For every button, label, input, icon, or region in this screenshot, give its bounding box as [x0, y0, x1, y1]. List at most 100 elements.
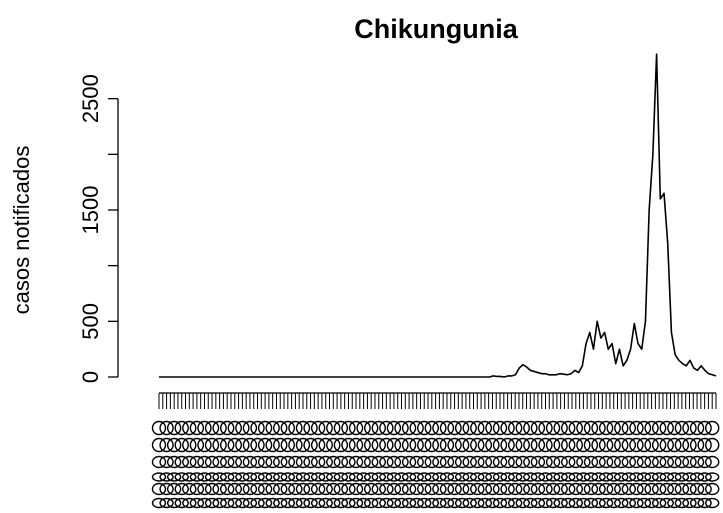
x-tick-label-glyph	[682, 437, 697, 453]
x-tick-label-glyph	[386, 497, 402, 509]
x-tick-label-glyph	[227, 482, 242, 496]
x-tick-label-glyph	[515, 420, 530, 436]
x-tick-label-glyph	[363, 455, 379, 469]
x-tick-label-glyph	[500, 497, 515, 509]
x-tick-label-glyph	[553, 437, 568, 453]
x-tick-label-glyph	[614, 482, 629, 496]
x-tick-label-glyph	[651, 472, 667, 482]
x-tick-label-glyph	[310, 472, 326, 482]
x-tick-label-glyph	[227, 497, 242, 509]
x-tick-label-glyph	[273, 437, 288, 453]
x-tick-label-glyph	[182, 455, 197, 469]
x-tick-label-glyph	[538, 472, 553, 482]
x-tick-label-glyph	[379, 472, 394, 482]
x-tick-label-glyph	[386, 437, 402, 453]
x-tick-label-glyph	[273, 420, 288, 436]
x-tick-label-glyph	[470, 472, 485, 482]
x-tick-label-glyph	[159, 472, 174, 482]
x-tick-label-glyph	[462, 455, 477, 469]
x-tick-label-glyph	[614, 420, 629, 436]
x-tick-label-glyph	[235, 497, 250, 509]
x-tick-label-glyph	[462, 437, 477, 453]
x-tick-label-glyph	[432, 420, 447, 436]
x-tick-label-glyph	[242, 497, 258, 509]
x-tick-label-glyph	[424, 472, 440, 482]
x-tick-label-glyph	[561, 472, 576, 482]
x-tick-label-glyph	[265, 472, 280, 482]
x-tick-label-glyph	[507, 420, 523, 436]
x-tick-label-glyph	[348, 472, 364, 482]
x-tick-label-glyph	[507, 437, 523, 453]
x-tick-label-glyph	[705, 497, 720, 509]
x-tick-label-glyph	[348, 420, 364, 436]
x-tick-label-glyph	[454, 497, 470, 509]
x-tick-label-glyph	[591, 455, 606, 469]
x-tick-label-glyph	[447, 437, 462, 453]
x-tick-label-glyph	[242, 455, 258, 469]
x-tick-label-glyph	[197, 420, 212, 436]
x-tick-label-glyph	[363, 482, 379, 496]
x-tick-label-glyph	[326, 497, 341, 509]
x-tick-label-glyph	[333, 497, 349, 509]
x-tick-label-glyph	[417, 455, 432, 469]
x-tick-label-glyph	[326, 437, 341, 453]
x-tick-label-glyph	[667, 497, 682, 509]
x-tick-label-glyph	[621, 455, 637, 469]
x-tick-label-glyph	[500, 455, 515, 469]
x-tick-label-glyph	[591, 437, 606, 453]
x-tick-label-glyph	[606, 455, 621, 469]
x-tick-label-glyph	[629, 420, 644, 436]
x-tick-label-glyph	[409, 420, 424, 436]
x-tick-label-glyph	[265, 420, 280, 436]
x-tick-label-glyph	[644, 472, 659, 482]
x-tick-label-glyph	[166, 420, 182, 436]
x-tick-label-glyph	[182, 420, 197, 436]
x-tick-label-glyph	[538, 482, 553, 496]
x-tick-label-glyph	[477, 437, 493, 453]
x-tick-label-glyph	[310, 482, 326, 496]
x-tick-label-glyph	[379, 437, 394, 453]
x-tick-label-glyph	[257, 455, 273, 469]
x-tick-label-glyph	[280, 437, 296, 453]
x-tick-label-glyph	[401, 472, 417, 482]
x-tick-label-glyph	[545, 437, 561, 453]
x-tick-label-glyph	[227, 472, 242, 482]
x-tick-label-glyph	[492, 420, 508, 436]
x-tick-label-glyph	[280, 472, 296, 482]
x-tick-label-glyph	[333, 482, 349, 496]
x-tick-label-glyph	[561, 455, 576, 469]
x-tick-label-glyph	[515, 437, 530, 453]
x-tick-label-glyph	[636, 472, 652, 482]
x-tick-label-glyph	[303, 420, 318, 436]
x-tick-label-glyph	[250, 472, 265, 482]
x-tick-label-glyph	[363, 437, 379, 453]
x-tick-label-glyph	[621, 472, 637, 482]
x-tick-label-glyph	[470, 455, 485, 469]
x-tick-label-glyph	[424, 420, 440, 436]
x-tick-label-glyph	[288, 455, 303, 469]
x-tick-label-glyph	[159, 437, 174, 453]
x-tick-label-glyph	[401, 437, 417, 453]
x-tick-label-glyph	[424, 497, 440, 509]
x-tick-label-glyph	[250, 437, 265, 453]
x-tick-label-glyph	[318, 437, 333, 453]
x-tick-label-glyph	[409, 437, 424, 453]
x-tick-label-glyph	[598, 455, 614, 469]
x-tick-label-glyph	[629, 472, 644, 482]
x-tick-label-glyph	[439, 472, 455, 482]
x-tick-label-glyph	[310, 437, 326, 453]
x-tick-label-glyph	[682, 420, 697, 436]
x-tick-label-glyph	[401, 455, 417, 469]
x-tick-label-glyph	[280, 420, 296, 436]
x-tick-label-glyph	[697, 472, 712, 482]
x-tick-label-glyph	[341, 420, 356, 436]
x-tick-label-glyph	[598, 437, 614, 453]
x-tick-label-glyph	[689, 482, 705, 496]
x-tick-label-glyph	[280, 497, 296, 509]
x-tick-label-glyph	[447, 482, 462, 496]
x-tick-label-glyph	[470, 437, 485, 453]
x-tick-label-glyph	[629, 437, 644, 453]
series-layer	[159, 53, 717, 378]
x-tick-label-glyph	[273, 497, 288, 509]
x-tick-label-glyph	[295, 455, 311, 469]
